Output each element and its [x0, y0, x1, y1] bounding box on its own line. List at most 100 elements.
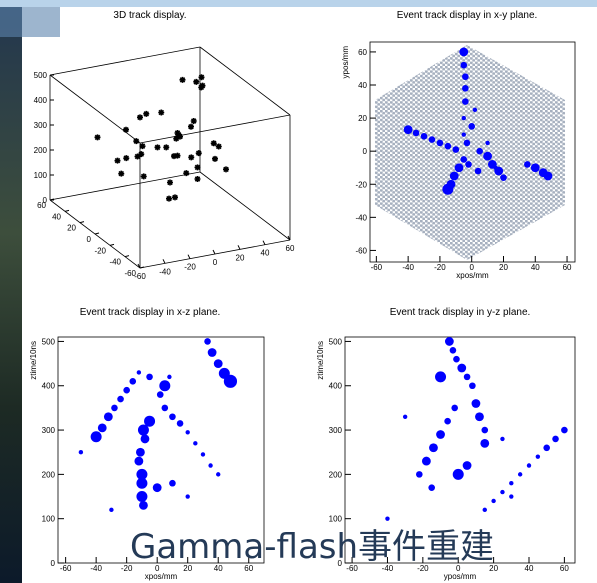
- x-axis-label: xpos/mm: [456, 271, 489, 280]
- x-tick-label: -60: [371, 263, 383, 272]
- track-point: [167, 179, 173, 186]
- track-point: [118, 170, 125, 177]
- y-tick-label: 400: [329, 382, 343, 391]
- hit-point: [449, 346, 457, 354]
- hit-point: [402, 414, 408, 419]
- hit-point: [169, 479, 176, 487]
- hit-point: [156, 391, 164, 398]
- hit-point: [500, 174, 507, 181]
- hit-point: [223, 374, 238, 388]
- hit-point: [97, 423, 107, 433]
- y-tick-label: 40: [358, 81, 367, 90]
- x-tick-label: 60: [244, 564, 253, 573]
- top-left-band: [0, 7, 60, 37]
- x-tick-label: -60: [346, 564, 358, 573]
- hit-point: [216, 472, 221, 477]
- hit-point: [385, 516, 390, 521]
- y-tick-label: 60: [37, 201, 46, 210]
- x-tick-label: -60: [60, 564, 72, 573]
- x-tick-label: 0: [456, 564, 461, 573]
- x-tick: [162, 259, 166, 264]
- x-tick: [212, 249, 216, 255]
- x-tick-label: 20: [499, 263, 508, 272]
- hit-point: [159, 380, 171, 392]
- hit-point: [208, 463, 213, 468]
- hit-point: [561, 426, 568, 434]
- hit-point: [481, 426, 489, 434]
- hit-point: [129, 378, 137, 385]
- hit-point: [543, 444, 550, 452]
- hit-point: [462, 73, 469, 81]
- hit-point: [482, 507, 487, 513]
- hit-point: [463, 139, 471, 147]
- background-photo: [0, 0, 22, 583]
- y-tick: [79, 221, 85, 224]
- x-tick-label: 60: [560, 564, 569, 573]
- y-tick-label: 20: [358, 114, 367, 123]
- track-point: [134, 153, 141, 160]
- cube-edge: [199, 46, 291, 116]
- y-tick: [109, 243, 115, 246]
- y-tick: [139, 266, 145, 269]
- hit-point: [500, 489, 505, 495]
- track-point: [174, 152, 181, 159]
- y-tick-label: 500: [42, 337, 56, 346]
- x-tick: [287, 235, 291, 241]
- track-point: [94, 134, 101, 141]
- hit-point: [140, 434, 150, 444]
- hit-point: [213, 359, 223, 368]
- hit-point: [451, 404, 458, 412]
- x-tick-label: -60: [134, 272, 146, 281]
- z-tick-label: 300: [34, 121, 48, 130]
- track-point: [183, 170, 190, 177]
- track-point: [172, 194, 178, 201]
- y-tick-label: -20: [94, 246, 106, 255]
- hit-point: [185, 494, 190, 499]
- y-tick-label: 200: [329, 470, 343, 479]
- chart-title: Event track display in y-z plane.: [390, 307, 531, 318]
- hit-point: [442, 183, 454, 195]
- x-tick-label: 20: [236, 253, 245, 262]
- z-tick-label: 0: [43, 196, 48, 205]
- hit-point: [444, 337, 454, 346]
- hit-point: [111, 404, 118, 412]
- track-point: [215, 143, 222, 150]
- y-tick-label: 40: [52, 212, 61, 221]
- y-tick-label: -60: [355, 246, 367, 255]
- z-tick-label: 400: [34, 96, 48, 105]
- hit-point: [453, 355, 460, 363]
- hit-point: [462, 98, 469, 105]
- x-tick-label: 40: [525, 564, 534, 573]
- track-point: [195, 150, 202, 157]
- x-tick-label: 60: [563, 263, 572, 272]
- cube-edge: [49, 46, 201, 76]
- hit-point: [444, 142, 452, 150]
- y-tick-label: 0: [51, 559, 56, 568]
- hit-point: [200, 452, 206, 457]
- hit-point: [463, 373, 471, 381]
- y-tick: [124, 255, 130, 258]
- hit-point: [420, 132, 428, 140]
- hit-point: [103, 412, 113, 422]
- hit-point: [152, 483, 162, 493]
- y-tick: [49, 198, 55, 201]
- hit-point: [90, 431, 102, 443]
- y-tick-label: 300: [42, 426, 56, 435]
- hit-point: [552, 435, 559, 443]
- track-point: [177, 133, 183, 140]
- track-point: [138, 151, 145, 158]
- hit-point: [136, 468, 148, 480]
- y-tick: [64, 209, 70, 212]
- track-point: [179, 76, 186, 83]
- x-tick-label: -20: [417, 564, 429, 573]
- x-tick-label: -20: [184, 263, 196, 272]
- hit-point: [412, 129, 420, 137]
- hit-point: [460, 61, 468, 69]
- y-axis-label: ypos/mm: [341, 46, 350, 79]
- hit-point: [468, 123, 476, 130]
- hit-point: [436, 139, 444, 147]
- track-point: [123, 155, 130, 162]
- hit-point: [517, 472, 523, 477]
- hit-point: [403, 125, 413, 135]
